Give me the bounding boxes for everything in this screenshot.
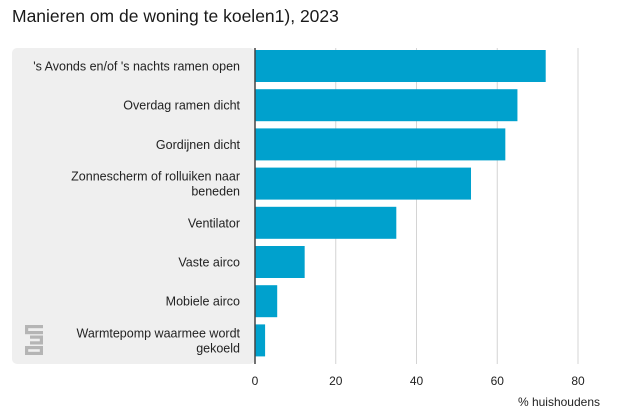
category-label: gekoeld xyxy=(196,341,240,355)
bar xyxy=(255,246,305,278)
bar xyxy=(255,285,278,318)
bar xyxy=(255,206,397,239)
x-tick-label: 80 xyxy=(571,374,585,388)
category-label: Zonnescherm of rolluiken naar xyxy=(71,170,240,184)
category-label: Gordijnen dicht xyxy=(156,138,241,152)
bar xyxy=(255,128,506,161)
category-label: Mobiele airco xyxy=(166,295,240,309)
bar xyxy=(255,324,266,357)
bar xyxy=(255,89,518,122)
bar xyxy=(255,167,472,200)
bars xyxy=(255,50,546,357)
bar xyxy=(255,50,546,82)
category-label: Ventilator xyxy=(188,216,240,230)
x-axis-title: % huishoudens xyxy=(518,395,600,409)
x-tick-label: 20 xyxy=(329,374,343,388)
x-tick-label: 0 xyxy=(252,374,259,388)
category-label: Overdag ramen dicht xyxy=(123,99,240,113)
cbs-logo xyxy=(25,325,43,355)
label-panel xyxy=(12,48,255,364)
x-tick-label: 60 xyxy=(491,374,505,388)
category-label: Warmtepomp waarmee wordt xyxy=(77,326,241,340)
category-label: beneden xyxy=(191,185,240,199)
category-label: Vaste airco xyxy=(178,256,240,270)
x-tick-label: 40 xyxy=(410,374,424,388)
x-axis-ticks: 0 20 40 60 80 xyxy=(252,374,585,388)
category-label: 's Avonds en/of 's nachts ramen open xyxy=(33,60,240,74)
category-labels: 's Avonds en/of 's nachts ramen open Over… xyxy=(33,60,240,356)
chart-title: Manieren om de woning te koelen1), 2023 xyxy=(12,6,339,26)
